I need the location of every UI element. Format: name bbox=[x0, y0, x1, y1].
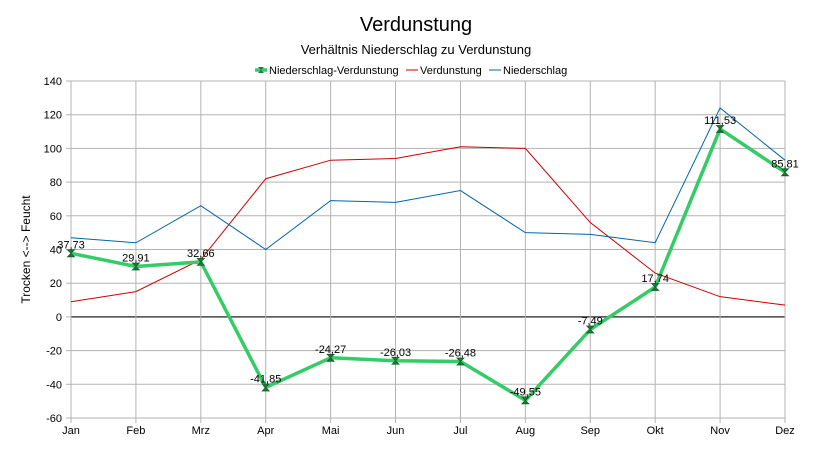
x-tick-label: Nov bbox=[710, 425, 730, 437]
data-point-marker bbox=[131, 262, 141, 271]
x-tick-label: Mrz bbox=[192, 425, 210, 437]
data-point-marker bbox=[520, 396, 530, 405]
data-point-marker bbox=[261, 383, 271, 392]
series-line-niederschlag-verdunstung bbox=[70, 127, 786, 403]
legend-marker-niederschlag-verdunstung bbox=[258, 67, 264, 73]
data-point-marker bbox=[391, 356, 401, 365]
y-tick-label: 0 bbox=[56, 312, 62, 324]
y-tick-label: 40 bbox=[50, 245, 62, 257]
x-tick-label: Jul bbox=[453, 425, 467, 437]
data-label: 111,53 bbox=[704, 115, 736, 127]
data-label: 29,91 bbox=[122, 253, 150, 265]
x-tick-label: Feb bbox=[126, 425, 145, 437]
legend-label-verdunstung: Verdunstung bbox=[420, 65, 482, 77]
x-tick-label: Aug bbox=[516, 425, 536, 437]
legend-label-niederschlag-verdunstung: Niederschlag-Verdunstung bbox=[269, 65, 399, 77]
y-tick-label: 80 bbox=[50, 177, 62, 189]
x-tick-label: Jun bbox=[387, 425, 405, 437]
data-label: 85,81 bbox=[771, 158, 799, 170]
data-label: -24,27 bbox=[315, 344, 346, 356]
x-tick-label: Jan bbox=[62, 425, 80, 437]
x-tick-label: Apr bbox=[257, 425, 274, 437]
data-point-marker bbox=[326, 353, 336, 362]
chart-title: Verdunstung bbox=[359, 14, 473, 36]
x-tick-label: Sep bbox=[580, 425, 600, 437]
series-line-niederschlag bbox=[70, 107, 786, 251]
data-point-marker bbox=[780, 168, 790, 177]
data-label: 32,66 bbox=[187, 248, 215, 260]
y-tick-label: 140 bbox=[44, 76, 62, 88]
y-tick-label: 20 bbox=[50, 278, 62, 290]
y-tick-label: 120 bbox=[44, 110, 62, 122]
series-line-verdunstung bbox=[70, 146, 786, 306]
data-label: -26,48 bbox=[445, 348, 476, 360]
data-label: -7,49 bbox=[578, 316, 603, 328]
data-point-marker bbox=[585, 325, 595, 334]
data-point-marker bbox=[650, 283, 660, 291]
legend-label-niederschlag: Niederschlag bbox=[503, 65, 567, 77]
data-point-marker bbox=[66, 249, 76, 258]
x-tick-label: Okt bbox=[647, 425, 664, 437]
y-tick-label: -40 bbox=[46, 379, 62, 391]
data-label: 37,73 bbox=[57, 239, 85, 251]
x-tick-label: Dez bbox=[775, 425, 795, 437]
y-tick-label: 100 bbox=[44, 143, 62, 155]
data-label: -49,55 bbox=[510, 386, 541, 398]
chart-subtitle: Verhältnis Niederschlag zu Verdunstung bbox=[300, 42, 532, 57]
data-label: 17,74 bbox=[641, 273, 669, 285]
data-label: -41,85 bbox=[250, 373, 281, 385]
y-tick-label: -20 bbox=[46, 346, 62, 358]
data-label: -26,03 bbox=[380, 347, 411, 359]
y-tick-label: -60 bbox=[46, 413, 62, 425]
y-tick-label: 60 bbox=[50, 211, 62, 223]
data-point-marker bbox=[715, 125, 725, 133]
y-axis-label: Trocken <--> Feucht bbox=[19, 195, 33, 304]
data-point-marker bbox=[196, 257, 206, 266]
data-point-marker bbox=[455, 357, 465, 366]
x-tick-label: Mai bbox=[322, 425, 340, 437]
